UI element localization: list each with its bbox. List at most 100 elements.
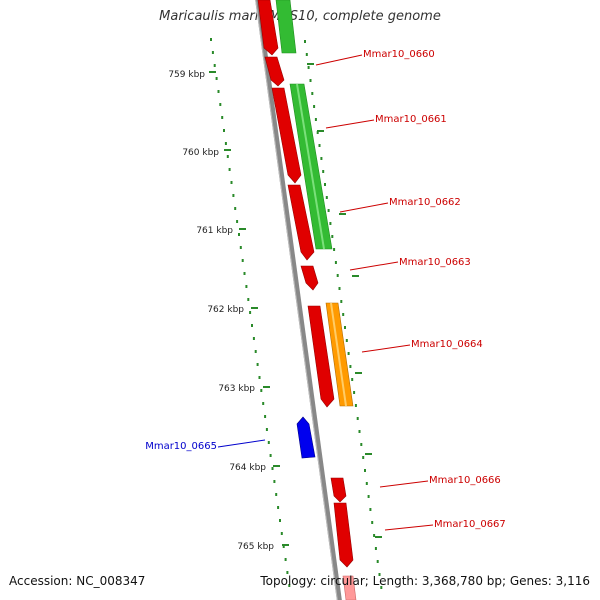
- outer-tick-dot: [347, 352, 350, 355]
- inner-tick-dot: [226, 155, 229, 158]
- gene-green-top[interactable]: [275, 0, 297, 54]
- inner-tick-dot: [288, 584, 291, 587]
- gene-red-a[interactable]: [257, 0, 279, 56]
- outer-tick-dot: [329, 222, 332, 225]
- inner-tick-dot: [223, 129, 225, 132]
- outer-tick-dot: [320, 157, 323, 160]
- gene-red-f[interactable]: [307, 305, 335, 408]
- gene-label-0662[interactable]: Mmar10_0662: [389, 197, 461, 208]
- outer-tick-dot: [311, 92, 314, 95]
- outer-tick-dot: [360, 443, 363, 446]
- inner-tick-dot: [273, 480, 276, 483]
- outer-tick-dot: [334, 261, 337, 264]
- callout-line-0661: [325, 119, 375, 129]
- gene-red-b[interactable]: [264, 56, 285, 87]
- outer-tick-dot: [318, 144, 321, 147]
- inner-tick-dot: [279, 519, 281, 522]
- outer-tick-major-tick: [375, 536, 382, 538]
- inner-tick-major-tick: [209, 71, 216, 73]
- gene-green-main-shade: [296, 83, 325, 250]
- gene-labels: Mmar10_0660 Mmar10_0661 Mmar10_0662 Mmar…: [145, 49, 506, 530]
- red-genes: [257, 0, 357, 600]
- outer-tick-major-tick: [339, 213, 346, 215]
- inner-tick-dot: [269, 454, 272, 457]
- inner-tick-major-tick: [239, 228, 246, 230]
- genome-backbone-highlight: [255, 0, 338, 600]
- inner-tick-major-tick: [273, 465, 280, 467]
- inner-tick-dot: [239, 246, 242, 249]
- gene-red-i[interactable]: [342, 575, 357, 600]
- outer-tick-dot: [356, 417, 359, 420]
- gene-label-0660[interactable]: Mmar10_0660: [363, 49, 435, 60]
- outer-tick-major-tick: [355, 372, 362, 374]
- inner-tick-dot: [254, 350, 257, 353]
- outer-tick-dot: [365, 482, 368, 485]
- outer-tick-dot: [353, 391, 356, 394]
- inner-tick-dot: [251, 324, 253, 327]
- gene-red-g[interactable]: [330, 477, 347, 503]
- outer-tick-dot: [338, 287, 341, 290]
- gene-red-h[interactable]: [333, 502, 354, 568]
- inner-tick-dot: [236, 220, 239, 223]
- outer-tick-dot: [349, 365, 352, 368]
- outer-tick-dot: [305, 53, 308, 56]
- inner-tick-dot: [224, 142, 227, 145]
- outer-tick-dot: [331, 235, 334, 238]
- inner-tick-dot: [271, 467, 274, 470]
- inner-tick-dot: [264, 415, 267, 418]
- outer-tick-dot: [336, 274, 339, 277]
- outer-tick-dot: [345, 339, 348, 342]
- outer-tick-dot: [325, 196, 328, 199]
- outer-tick-dot: [307, 66, 310, 69]
- callout-line-0665: [217, 439, 266, 448]
- inner-tick-dot: [215, 77, 218, 80]
- inner-tick-dot: [277, 506, 280, 509]
- inner-tick-dot: [213, 64, 216, 67]
- gene-label-0667[interactable]: Mmar10_0667: [434, 519, 506, 530]
- outer-tick-dot: [333, 248, 336, 251]
- genome-summary: Topology: circular; Length: 3,368,780 bp…: [260, 574, 590, 588]
- callout-lines: [217, 54, 434, 531]
- gene-label-0664[interactable]: Mmar10_0664: [411, 339, 483, 350]
- gene-red-e[interactable]: [300, 265, 319, 291]
- tick-label-763: 763 kbp: [218, 384, 255, 394]
- callout-line-0667: [384, 524, 434, 531]
- inner-tick-dot: [211, 51, 214, 54]
- gene-label-0663[interactable]: Mmar10_0663: [399, 257, 471, 268]
- outer-tick-dot: [304, 40, 306, 43]
- inner-tick-dot: [252, 337, 255, 340]
- gene-red-d[interactable]: [287, 184, 315, 261]
- callout-line-0662: [339, 202, 389, 213]
- tick-label-759: 759 kbp: [168, 70, 205, 80]
- outer-tick-dot: [358, 430, 361, 433]
- gene-blue[interactable]: [296, 416, 316, 459]
- accession-label: Accession: NC_008347: [9, 574, 146, 588]
- inner-tick-major-tick: [224, 149, 231, 151]
- outer-tick-dot: [351, 378, 354, 381]
- inner-tick-dot: [232, 194, 235, 197]
- outer-tick-marks: [304, 40, 383, 589]
- inner-tick-dot: [243, 272, 246, 275]
- inner-tick-major-tick: [263, 386, 270, 388]
- inner-tick-dot: [230, 181, 233, 184]
- gene-red-c[interactable]: [271, 87, 302, 184]
- outer-tick-dot: [316, 131, 319, 134]
- tick-label-765: 765 kbp: [237, 542, 274, 552]
- gene-label-0666[interactable]: Mmar10_0666: [429, 475, 501, 486]
- inner-tick-dot: [280, 532, 283, 535]
- inner-tick-dot: [217, 90, 220, 93]
- inner-tick-dot: [241, 259, 244, 262]
- gene-label-0661[interactable]: Mmar10_0661: [375, 114, 447, 125]
- inner-tick-dot: [238, 233, 240, 236]
- inner-tick-dot: [284, 558, 287, 561]
- gene-label-0665[interactable]: Mmar10_0665: [145, 441, 217, 452]
- inner-tick-dot: [245, 285, 248, 288]
- tick-label-764: 764 kbp: [229, 463, 266, 473]
- inner-tick-dot: [249, 311, 252, 314]
- outer-tick-dot: [340, 300, 343, 303]
- inner-tick-dot: [265, 428, 268, 431]
- outer-tick-dot: [324, 183, 326, 186]
- outer-tick-dot: [376, 560, 379, 563]
- callout-line-0663: [349, 261, 399, 271]
